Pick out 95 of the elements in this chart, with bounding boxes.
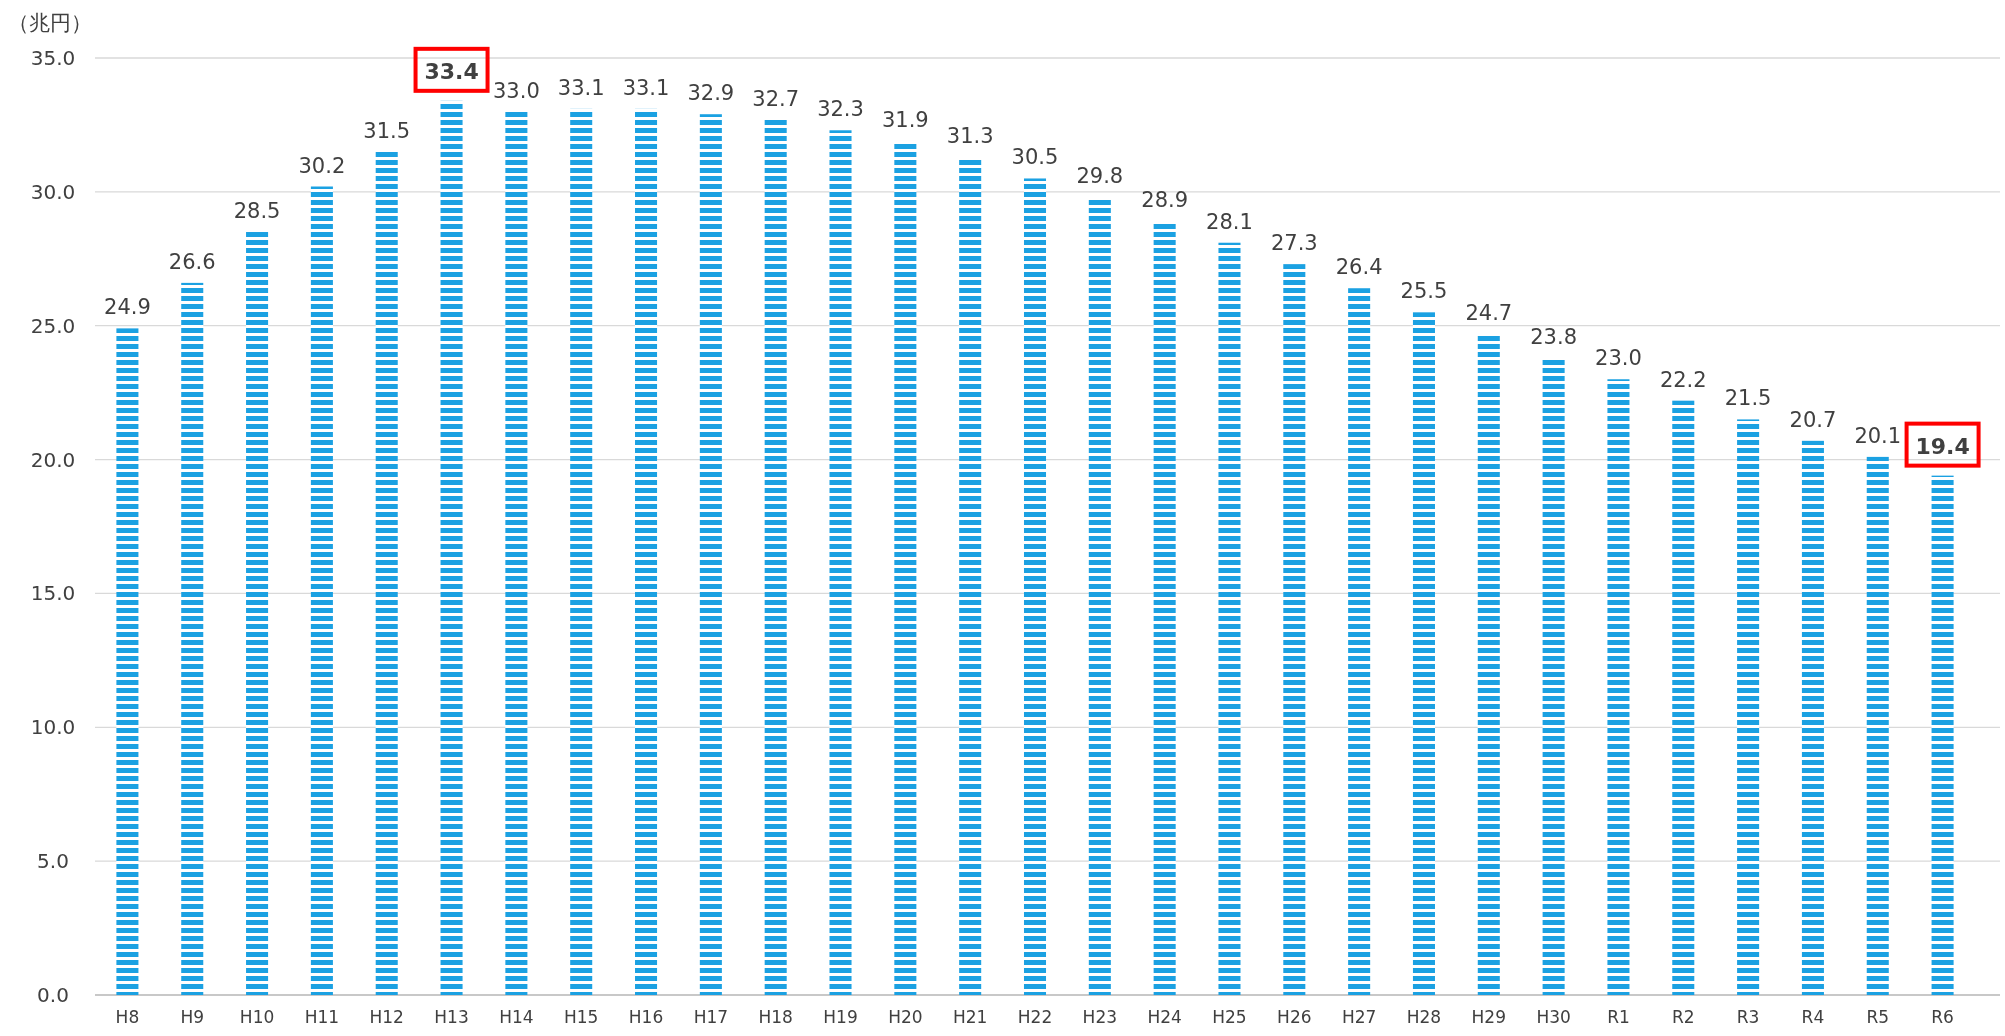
bar [1477, 333, 1500, 995]
x-tick-label: H28 [1406, 1007, 1442, 1027]
x-tick-label: H20 [888, 1007, 923, 1027]
x-tick-label: R3 [1736, 1007, 1760, 1027]
x-tick-label: H11 [304, 1007, 340, 1027]
x-tick-label: H12 [369, 1007, 404, 1027]
data-label: 24.7 [1465, 300, 1513, 325]
x-tick-label: H13 [434, 1007, 469, 1027]
bar [246, 232, 269, 995]
bar [1412, 312, 1435, 995]
bar [1023, 178, 1047, 995]
data-label: 26.6 [168, 249, 216, 274]
x-tick-label: H30 [1536, 1007, 1571, 1027]
data-label: 20.7 [1789, 407, 1837, 432]
bar [1866, 456, 1889, 995]
y-tick-label: 0.0 [37, 983, 69, 1007]
data-label: 32.9 [687, 81, 735, 106]
x-tick-label: H16 [628, 1007, 664, 1027]
data-label: 33.0 [493, 78, 540, 103]
bar [1088, 197, 1111, 995]
y-tick-label: 5.0 [37, 849, 69, 874]
bar [959, 157, 982, 995]
data-label: 20.1 [1854, 423, 1902, 448]
x-tick-label: H19 [823, 1007, 858, 1027]
x-tick-label: R2 [1671, 1007, 1695, 1027]
data-label: 29.8 [1076, 164, 1124, 189]
x-tick-label: H27 [1341, 1007, 1377, 1027]
data-label: 22.2 [1659, 367, 1707, 392]
bar [116, 328, 139, 995]
bar [310, 186, 333, 995]
data-label: 32.3 [817, 97, 864, 122]
data-label: 31.3 [946, 124, 994, 149]
data-label: 30.2 [298, 153, 346, 178]
x-tick-label: H25 [1212, 1007, 1247, 1027]
bar [1607, 379, 1630, 995]
data-label: 24.9 [104, 295, 151, 320]
data-label: 27.3 [1270, 231, 1318, 256]
bar [1348, 288, 1371, 995]
bar [440, 100, 463, 995]
x-tick-label: R1 [1607, 1007, 1630, 1027]
bar [1737, 419, 1760, 995]
data-label: 23.8 [1530, 324, 1577, 349]
bar [1153, 221, 1176, 995]
x-tick-label: H26 [1277, 1007, 1312, 1027]
y-axis-title: （兆円） [8, 11, 92, 35]
bar [699, 114, 722, 995]
y-tick-label: 25.0 [30, 313, 76, 338]
data-label: 28.1 [1206, 209, 1253, 234]
bar [1672, 400, 1695, 995]
x-tick-label: R5 [1866, 1007, 1890, 1027]
data-label: 28.5 [233, 199, 281, 224]
x-tick-label: H15 [564, 1007, 599, 1027]
x-tick-label: H14 [499, 1007, 534, 1027]
bar [1931, 475, 1954, 995]
data-label: 32.7 [752, 86, 800, 111]
x-tick-label: R4 [1801, 1007, 1825, 1027]
x-tick-label: H21 [952, 1007, 988, 1027]
bar [1801, 440, 1824, 995]
y-tick-label: 10.0 [30, 715, 76, 740]
x-tick-label: H22 [1017, 1007, 1053, 1027]
x-tick-label: H24 [1147, 1007, 1182, 1027]
bar [181, 282, 204, 995]
bar [829, 130, 852, 995]
bar [505, 111, 528, 995]
y-tick-label: 15.0 [30, 581, 76, 606]
bar [375, 151, 398, 995]
bar [635, 108, 658, 995]
y-tick-label: 35.0 [30, 46, 76, 70]
data-label: 23.0 [1595, 346, 1642, 371]
bar [764, 119, 787, 995]
x-tick-label: H17 [693, 1007, 729, 1027]
data-label: 21.5 [1724, 386, 1772, 411]
annotation: 19.4 [1915, 433, 1970, 459]
data-label: 31.5 [363, 118, 411, 143]
data-label: 26.4 [1335, 255, 1383, 280]
bar [1283, 264, 1306, 995]
x-tick-label: H8 [115, 1007, 140, 1027]
data-label: 30.5 [1011, 145, 1059, 170]
bar [570, 108, 593, 995]
y-tick-label: 30.0 [30, 179, 76, 204]
data-label: 33.1 [622, 75, 670, 100]
bar [1218, 242, 1241, 995]
data-label: 31.9 [881, 107, 929, 132]
x-tick-label: R6 [1931, 1007, 1954, 1027]
x-tick-label: H10 [239, 1007, 275, 1027]
x-tick-label: H29 [1471, 1007, 1506, 1027]
annotation: 33.4 [424, 58, 479, 84]
x-tick-label: H9 [180, 1007, 205, 1027]
bar [1542, 357, 1565, 995]
data-label: 25.5 [1400, 279, 1448, 304]
data-label: 28.9 [1141, 188, 1189, 213]
x-tick-label: H23 [1082, 1007, 1118, 1027]
x-tick-label: H18 [758, 1007, 793, 1027]
y-tick-label: 20.0 [30, 447, 76, 472]
data-label: 33.1 [557, 75, 605, 100]
